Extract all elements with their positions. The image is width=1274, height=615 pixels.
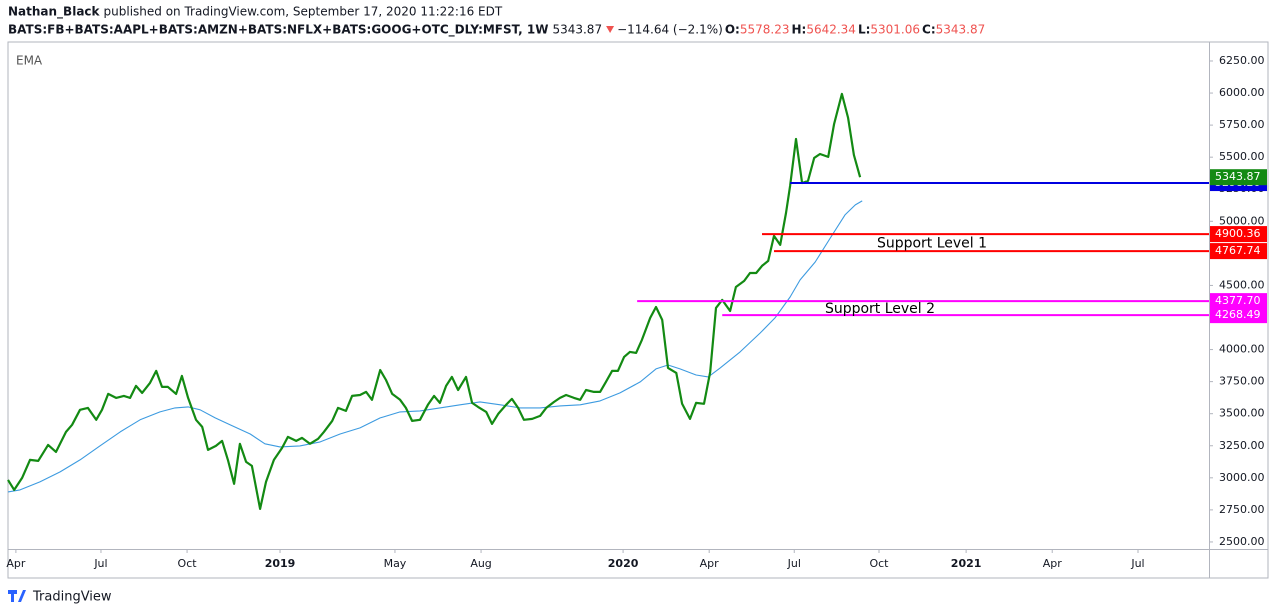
- x-tick-label: 2019: [265, 557, 296, 570]
- x-tick-label: Apr: [6, 557, 26, 570]
- y-tick-label: 5000.00: [1219, 214, 1265, 227]
- y-tick-label: 6000.00: [1219, 86, 1265, 99]
- logo-icon: [8, 590, 26, 602]
- level-tag: [1210, 226, 1267, 243]
- level-tag-label: 4767.74: [1215, 244, 1261, 257]
- ohlc-label: H:: [791, 23, 806, 37]
- y-tick-label: 3500.00: [1219, 407, 1265, 420]
- indicator-label: EMA: [16, 54, 43, 68]
- x-tick-label: Jul: [93, 557, 107, 570]
- y-tick-label: 3250.00: [1219, 439, 1265, 452]
- author: Nathan_Black: [8, 5, 101, 20]
- published: published on TradingView.com, September …: [104, 5, 503, 19]
- x-tick-label: May: [384, 557, 407, 570]
- y-tick-label: 2750.00: [1219, 503, 1265, 516]
- x-tick-label: Aug: [470, 557, 491, 570]
- x-tick-label: Oct: [869, 557, 889, 570]
- level-tag-label: 4900.36: [1215, 227, 1261, 240]
- level-tag-label: 4377.70: [1215, 294, 1261, 307]
- y-tick-label: 3000.00: [1219, 471, 1265, 484]
- ohlc-value: 5343.87: [936, 23, 986, 37]
- level-tag: [1210, 307, 1267, 324]
- y-tick-label: 4000.00: [1219, 343, 1265, 356]
- price-line: [7, 92, 862, 510]
- y-tick-label: 6250.00: [1219, 54, 1265, 67]
- y-tick-label: 5750.00: [1219, 118, 1265, 131]
- ohlc-value: 5301.06: [870, 23, 920, 37]
- annotation: Support Level 2: [825, 301, 935, 317]
- y-tick-label: 4500.00: [1219, 278, 1265, 291]
- ohlc-value: 5578.23: [740, 23, 790, 37]
- last-price-tag: [1210, 169, 1267, 186]
- ohlc-label: O:: [725, 23, 740, 37]
- x-tick-label: 2020: [608, 557, 639, 570]
- ohlc-label: C:: [922, 23, 936, 37]
- x-tick-label: Apr: [700, 557, 720, 570]
- price-line: [7, 200, 863, 493]
- brand: TradingView: [32, 590, 112, 605]
- ohlc-value: 5642.34: [806, 23, 856, 37]
- y-tick-label: 3750.00: [1219, 375, 1265, 388]
- symbol: BATS:FB+BATS:AAPL+BATS:AMZN+BATS:NFLX+BA…: [8, 23, 548, 38]
- level-tag: [1210, 293, 1267, 310]
- level-tag-label: 4268.49: [1215, 308, 1261, 321]
- frame: [7, 41, 1269, 579]
- last-price-label: 5343.87: [1215, 170, 1261, 183]
- x-tick-label: Apr: [1043, 557, 1063, 570]
- x-tick-label: Oct: [178, 557, 198, 570]
- ohlc-label: L:: [858, 23, 870, 37]
- last-price: 5343.87: [552, 23, 602, 37]
- y-tick-label: 2500.00: [1219, 535, 1265, 548]
- x-tick-label: Jul: [1130, 557, 1144, 570]
- annotation: Support Level 1: [877, 236, 987, 252]
- footer-logo: TradingView: [8, 590, 112, 605]
- x-tick-label: 2021: [951, 557, 982, 570]
- level-tag: [1210, 243, 1267, 260]
- down-arrow: [606, 26, 615, 33]
- y-tick-label: 5500.00: [1219, 150, 1265, 163]
- change: −114.64 (−2.1%): [617, 23, 723, 37]
- x-tick-label: Jul: [787, 557, 801, 570]
